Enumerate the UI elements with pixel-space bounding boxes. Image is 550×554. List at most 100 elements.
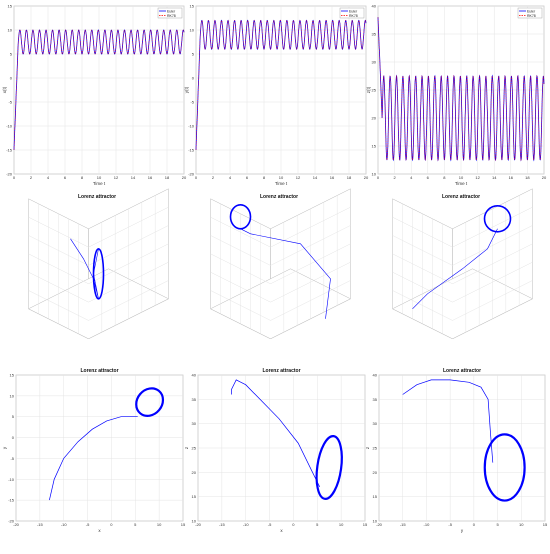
- x-tick-label: 5: [134, 522, 137, 527]
- y-tick-label: 35: [372, 32, 377, 37]
- y-tick-label: -5: [10, 456, 14, 461]
- grid-line: [392, 216, 453, 248]
- y-tick-label: 0: [192, 76, 195, 81]
- x-tick-label: -15: [37, 522, 44, 527]
- x-tick-label: -20: [376, 522, 383, 527]
- x-axis-label: Time t: [455, 181, 468, 186]
- y-tick-label: 15: [10, 373, 15, 378]
- y-tick-label: 10: [190, 28, 195, 33]
- x-tick-label: 4: [47, 175, 50, 180]
- x-tick-label: 0: [195, 175, 198, 180]
- x-tick-label: 8: [443, 175, 446, 180]
- y-axis-label: y: [2, 446, 7, 449]
- y-tick-label: 30: [372, 60, 377, 65]
- legend-box: [157, 7, 183, 19]
- y-tick-label: 15: [192, 494, 197, 499]
- x-tick-label: -5: [86, 522, 90, 527]
- y-tick-label: 0: [10, 76, 13, 81]
- y-tick-label: -15: [188, 148, 195, 153]
- plot-title: Lorenz attractor: [260, 194, 298, 200]
- y-tick-label: 20: [373, 470, 378, 475]
- grid-line: [28, 216, 89, 248]
- grid-line: [452, 206, 533, 248]
- plot-title: Lorenz attractor: [443, 368, 481, 374]
- legend-euler-label: Euler: [527, 10, 536, 14]
- x-tick-label: 10: [157, 522, 162, 527]
- plot-title: Lorenz attractor: [80, 368, 118, 374]
- y-tick-label: 40: [192, 373, 197, 378]
- x-tick-label: 15: [363, 522, 368, 527]
- y-tick-label: -10: [8, 477, 15, 482]
- trajectory-line: [231, 379, 321, 488]
- x-tick-label: 0: [377, 175, 380, 180]
- x-axis-label: y: [461, 528, 464, 533]
- x-axis-label: x: [280, 528, 283, 533]
- x-tick-label: 10: [339, 522, 344, 527]
- trajectory-line: [412, 228, 498, 310]
- series-rk78-line: [13, 29, 185, 151]
- x-axis-label: x: [98, 528, 101, 533]
- x-axis-label: Time t: [275, 181, 288, 186]
- y-tick-label: -20: [8, 519, 15, 524]
- x-tick-label: 14: [492, 175, 497, 180]
- y-tick-label: 5: [10, 52, 13, 57]
- y-tick-label: 15: [373, 494, 378, 499]
- series-rk78-line: [195, 19, 367, 151]
- x-tick-label: 0: [110, 522, 113, 527]
- x-tick-label: 5: [496, 522, 499, 527]
- x-tick-label: 20: [364, 175, 369, 180]
- y-axis-label: x(t): [2, 86, 7, 93]
- x-tick-label: 12: [296, 175, 301, 180]
- x-tick-label: 4: [229, 175, 232, 180]
- grid-line: [88, 206, 169, 248]
- x-tick-label: -20: [13, 522, 20, 527]
- x-tick-label: -10: [61, 522, 68, 527]
- x-tick-label: 15: [181, 522, 186, 527]
- y-axis-label: z: [365, 446, 370, 449]
- y-tick-label: -10: [188, 124, 195, 129]
- x-tick-label: 16: [330, 175, 335, 180]
- y-tick-label: 10: [8, 28, 13, 33]
- y-tick-label: 25: [192, 446, 197, 451]
- plot-area: [15, 374, 184, 522]
- limit-cycle: [92, 247, 105, 300]
- y-tick-label: 15: [372, 144, 377, 149]
- x-tick-label: 15: [543, 522, 548, 527]
- y-tick-label: 40: [372, 4, 377, 9]
- y-tick-label: 35: [192, 397, 197, 402]
- y-tick-label: 15: [8, 4, 13, 9]
- limit-cycle: [483, 433, 526, 502]
- x-tick-label: -5: [268, 522, 272, 527]
- x-tick-label: 0: [473, 522, 476, 527]
- y-tick-label: -10: [6, 124, 13, 129]
- y-tick-label: 10: [373, 519, 378, 524]
- y-tick-label: 25: [373, 446, 378, 451]
- x-tick-label: 18: [165, 175, 170, 180]
- y-tick-label: 40: [373, 373, 378, 378]
- legend-rk78-label: RK78: [527, 14, 536, 18]
- y-tick-label: -5: [8, 100, 12, 105]
- x-tick-label: 16: [148, 175, 153, 180]
- x-tick-label: 2: [30, 175, 33, 180]
- y-tick-label: 10: [10, 393, 15, 398]
- x-tick-label: -10: [243, 522, 250, 527]
- x-tick-label: 0: [292, 522, 295, 527]
- legend-euler-label: Euler: [349, 10, 358, 14]
- y-tick-label: -15: [8, 498, 15, 503]
- x-tick-label: -15: [219, 522, 226, 527]
- series-rk78-line: [377, 17, 545, 162]
- x-tick-label: 2: [212, 175, 215, 180]
- x-tick-label: 10: [279, 175, 284, 180]
- limit-cycle: [229, 204, 252, 230]
- plot-title: Lorenz attractor: [262, 368, 300, 374]
- plot-title: Lorenz attractor: [442, 194, 480, 200]
- grid-line: [210, 216, 271, 248]
- x-tick-label: 14: [131, 175, 136, 180]
- y-tick-label: 20: [372, 116, 377, 121]
- x-tick-label: 2: [393, 175, 396, 180]
- x-tick-label: 8: [263, 175, 266, 180]
- y-tick-label: 30: [373, 421, 378, 426]
- x-tick-label: 18: [347, 175, 352, 180]
- limit-cycle: [315, 434, 343, 500]
- y-tick-label: 5: [12, 414, 15, 419]
